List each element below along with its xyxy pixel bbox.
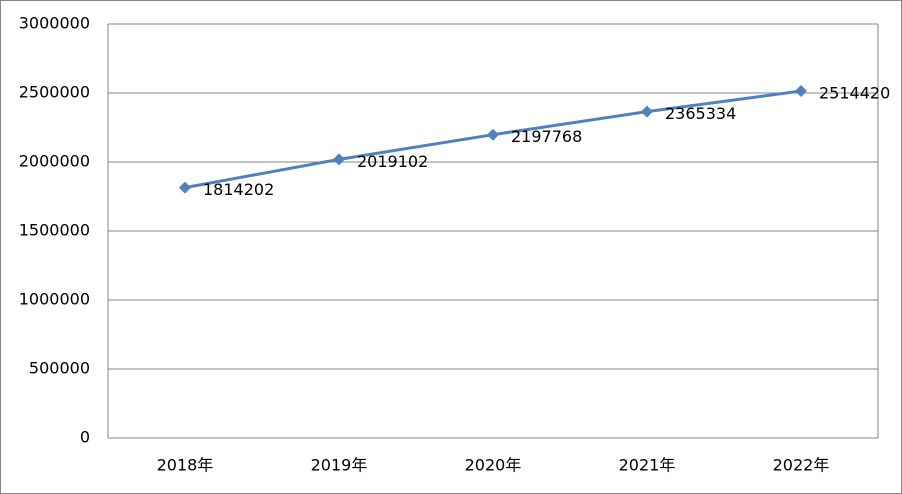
marker [179,181,191,194]
y-tick-label: 0 [80,428,90,447]
marker [795,85,807,98]
y-tick-label: 2000000 [19,152,90,171]
data-label: 2514420 [819,84,890,103]
data-label: 2019102 [357,152,428,171]
y-tick-label: 1000000 [19,290,90,309]
x-tick-label: 2020年 [465,456,522,475]
marker [333,153,345,166]
y-tick-label: 1500000 [19,221,90,240]
x-tick-label: 2019年 [311,456,368,475]
y-tick-label: 2500000 [19,83,90,102]
data-label: 2365334 [665,104,736,123]
marker [487,128,499,141]
marker [641,105,653,118]
x-tick-label: 2021年 [619,456,676,475]
data-label: 2197768 [511,127,582,146]
data-label: 1814202 [203,180,274,199]
x-tick-label: 2022年 [773,456,830,475]
x-tick-label: 2018年 [157,456,214,475]
y-tick-label: 500000 [29,359,90,378]
y-tick-label: 3000000 [19,14,90,33]
